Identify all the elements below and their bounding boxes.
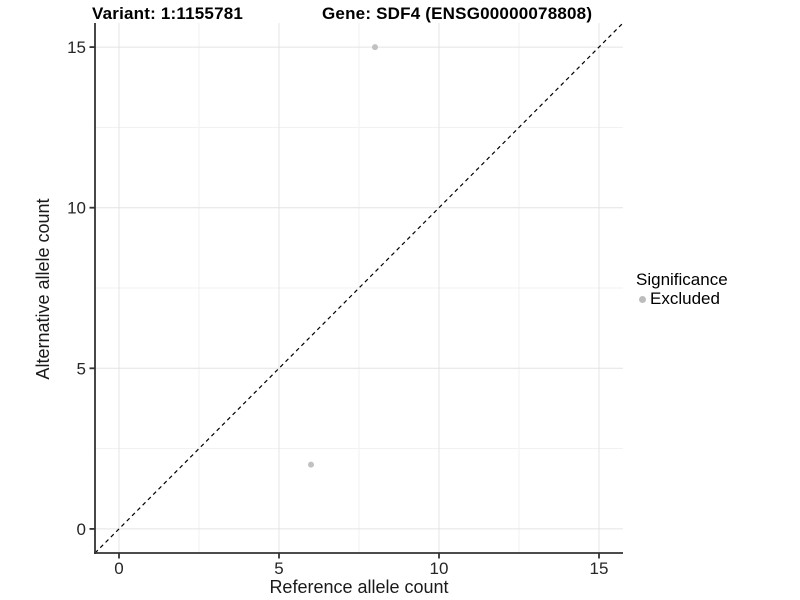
y-axis-title: Alternative allele count bbox=[33, 198, 53, 380]
x-tick-label: 5 bbox=[274, 559, 283, 578]
y-tick-label: 0 bbox=[77, 520, 86, 539]
gene-title: Gene: SDF4 (ENSG00000078808) bbox=[322, 4, 593, 23]
x-tick-label: 0 bbox=[114, 559, 123, 578]
legend-item-label: Excluded bbox=[650, 289, 720, 308]
x-tick-label: 15 bbox=[590, 559, 609, 578]
x-tick-label: 10 bbox=[430, 559, 449, 578]
data-point bbox=[308, 461, 314, 468]
identity-dashed-line bbox=[94, 22, 624, 554]
y-tick-label: 5 bbox=[77, 359, 86, 378]
x-axis-title: Reference allele count bbox=[269, 577, 449, 597]
y-tick-label: 10 bbox=[67, 199, 86, 218]
legend: Significance Excluded bbox=[636, 271, 728, 308]
excluded-point-icon bbox=[639, 295, 646, 303]
legend-item-excluded: Excluded bbox=[636, 290, 728, 308]
variant-title: Variant: 1:1155781 bbox=[92, 4, 244, 23]
legend-title: Significance bbox=[636, 270, 728, 289]
y-tick-label: 15 bbox=[67, 38, 86, 57]
data-point bbox=[372, 44, 378, 51]
